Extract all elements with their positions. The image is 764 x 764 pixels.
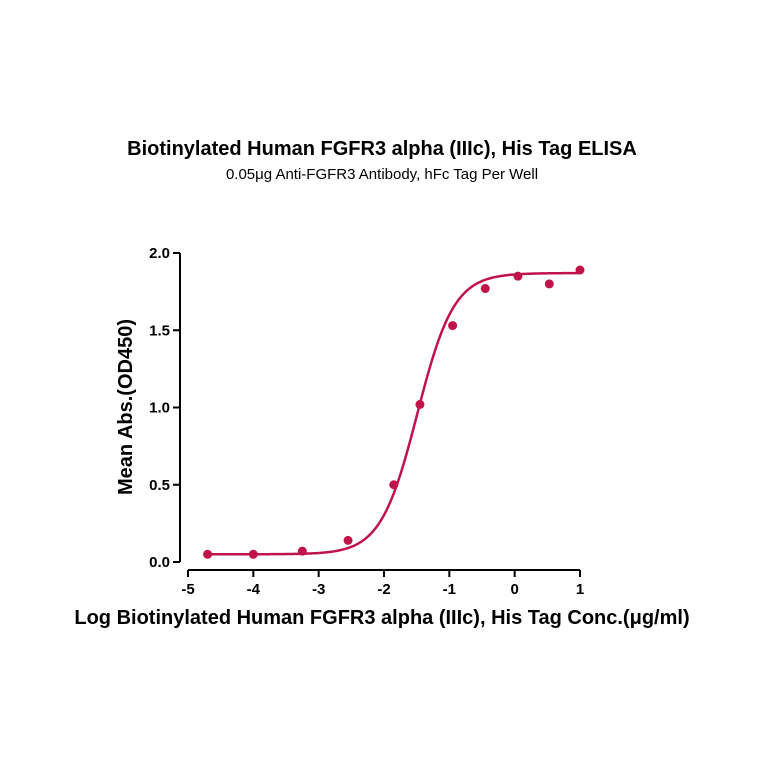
data-point xyxy=(480,284,490,294)
y-tick-label: 0.0 xyxy=(149,554,170,571)
x-tick-label: 0 xyxy=(510,581,518,598)
data-point xyxy=(343,535,353,545)
x-tick-label: -4 xyxy=(247,581,261,598)
y-tick-label: 0.5 xyxy=(149,477,170,494)
x-tick-label: -3 xyxy=(312,581,325,598)
chart-title: Biotinylated Human FGFR3 alpha (IIIc), H… xyxy=(127,138,637,160)
y-tick-label: 1.5 xyxy=(149,322,170,339)
fit-curve-group xyxy=(207,271,581,556)
ticks: 0.0 0.5 1.0 1.5 2.0 -5 -4 -3 -2 -1 0 1 xyxy=(149,245,584,598)
data-point xyxy=(248,549,258,559)
data-point xyxy=(203,549,213,559)
data-point xyxy=(544,279,554,289)
data-point xyxy=(575,265,585,275)
fit-curve xyxy=(207,271,581,556)
data-point xyxy=(297,546,307,556)
y-tick-label: 1.0 xyxy=(149,400,170,417)
data-point xyxy=(389,480,399,490)
x-tick-label: 1 xyxy=(576,581,584,598)
data-point xyxy=(513,271,523,281)
x-tick-label: -2 xyxy=(377,581,390,598)
y-tick-label: 2.0 xyxy=(149,245,170,262)
x-tick-label: -1 xyxy=(443,581,456,598)
x-axis-label: Log Biotinylated Human FGFR3 alpha (IIIc… xyxy=(74,607,689,629)
data-points xyxy=(203,265,585,559)
x-tick-label: -5 xyxy=(181,581,194,598)
y-axis-label: Mean Abs.(OD450) xyxy=(115,319,137,495)
data-point xyxy=(448,321,458,331)
data-point xyxy=(415,399,425,409)
chart-subtitle: 0.05μg Anti-FGFR3 Antibody, hFc Tag Per … xyxy=(226,166,538,183)
